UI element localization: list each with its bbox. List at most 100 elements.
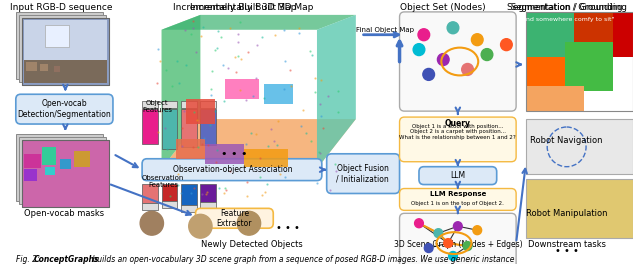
Bar xyxy=(200,202,216,209)
Text: Query: Query xyxy=(445,119,471,127)
Bar xyxy=(24,20,107,83)
Text: Object 1 is a stool with position...
Object 2 is a carpet with position...
What : Object 1 is a stool with position... Obj… xyxy=(399,124,516,140)
Polygon shape xyxy=(186,99,215,124)
Bar xyxy=(142,101,157,108)
Circle shape xyxy=(472,34,483,46)
Bar xyxy=(22,18,109,85)
Bar xyxy=(161,101,177,108)
Bar xyxy=(613,12,633,57)
Polygon shape xyxy=(225,79,259,99)
Bar xyxy=(24,154,41,168)
Text: ConceptGraphs: ConceptGraphs xyxy=(33,255,99,264)
Bar xyxy=(22,140,109,207)
FancyBboxPatch shape xyxy=(142,159,322,181)
Bar xyxy=(161,201,177,208)
Circle shape xyxy=(423,68,435,80)
Polygon shape xyxy=(244,149,288,167)
FancyBboxPatch shape xyxy=(399,189,516,210)
Circle shape xyxy=(461,64,474,75)
FancyBboxPatch shape xyxy=(419,167,497,185)
Bar xyxy=(54,66,61,72)
Bar xyxy=(60,159,71,169)
Bar xyxy=(45,25,69,47)
Text: Segmentation / Grounding: Segmentation / Grounding xyxy=(507,3,627,13)
Bar xyxy=(161,184,177,201)
Bar xyxy=(526,12,575,57)
Bar xyxy=(142,109,157,144)
Text: LLM Response: LLM Response xyxy=(429,192,486,197)
Bar xyxy=(74,151,90,167)
Bar xyxy=(19,137,106,204)
Bar xyxy=(181,109,196,147)
Text: Robot Navigation: Robot Navigation xyxy=(531,136,603,146)
Bar xyxy=(526,119,633,174)
Text: Object Set (Nodes): Object Set (Nodes) xyxy=(401,3,486,13)
Circle shape xyxy=(189,214,212,238)
Text: Incrementally Built 3D Map: Incrementally Built 3D Map xyxy=(173,3,296,13)
Bar xyxy=(181,205,196,212)
Circle shape xyxy=(473,226,482,235)
Text: Open-vocab
Detection/Segmentation: Open-vocab Detection/Segmentation xyxy=(17,99,111,119)
Polygon shape xyxy=(264,84,292,104)
Text: Observation-object Association: Observation-object Association xyxy=(173,165,292,174)
Text: LLM: LLM xyxy=(451,171,465,180)
Circle shape xyxy=(447,22,459,34)
Bar xyxy=(24,20,107,60)
Bar xyxy=(24,169,37,181)
Circle shape xyxy=(500,39,512,51)
Circle shape xyxy=(424,244,433,252)
Bar xyxy=(24,60,107,83)
Text: Feature
Extractor: Feature Extractor xyxy=(217,209,252,228)
Text: Object
Features: Object Features xyxy=(142,100,172,113)
Circle shape xyxy=(418,29,429,41)
Bar xyxy=(42,147,56,165)
Bar xyxy=(564,42,613,91)
Circle shape xyxy=(434,229,443,238)
Polygon shape xyxy=(161,119,356,169)
Polygon shape xyxy=(205,144,244,164)
Circle shape xyxy=(463,242,472,251)
Circle shape xyxy=(140,211,163,235)
Circle shape xyxy=(437,53,449,65)
Bar xyxy=(16,12,103,79)
Text: Object Fusion
/ Initialization: Object Fusion / Initialization xyxy=(336,164,389,183)
FancyBboxPatch shape xyxy=(16,94,113,124)
Text: Input RGB-D sequence: Input RGB-D sequence xyxy=(10,3,113,13)
Bar xyxy=(181,184,196,205)
FancyBboxPatch shape xyxy=(399,12,516,111)
Text: 3D Scene Graph (Nodes + Edges): 3D Scene Graph (Nodes + Edges) xyxy=(394,240,522,249)
Text: Final Object Map: Final Object Map xyxy=(356,27,414,33)
Circle shape xyxy=(413,44,425,56)
FancyBboxPatch shape xyxy=(326,154,399,193)
Bar xyxy=(181,101,196,108)
Circle shape xyxy=(237,211,260,235)
Text: "Find somewhere comfy to sit": "Find somewhere comfy to sit" xyxy=(518,17,615,22)
Circle shape xyxy=(415,219,423,228)
Text: • • •: • • • xyxy=(221,149,248,159)
Bar xyxy=(22,140,109,207)
Bar xyxy=(200,109,216,145)
Text: Fig. 2:: Fig. 2: xyxy=(16,255,42,264)
Circle shape xyxy=(444,239,452,248)
Bar xyxy=(161,109,177,149)
Bar xyxy=(19,15,106,82)
Bar xyxy=(526,86,584,111)
FancyBboxPatch shape xyxy=(399,117,516,162)
Bar xyxy=(526,178,633,238)
Bar xyxy=(26,61,37,72)
Text: Object 1 is on the top of Object 2.: Object 1 is on the top of Object 2. xyxy=(412,201,504,206)
Text: builds an open-vocabulary 3D scene graph from a sequence of posed RGB-D images. : builds an open-vocabulary 3D scene graph… xyxy=(90,255,514,264)
Polygon shape xyxy=(176,139,205,159)
Bar xyxy=(45,167,54,175)
Text: Observation
Features: Observation Features xyxy=(142,175,184,188)
Bar xyxy=(142,203,157,210)
Text: • • •: • • • xyxy=(555,246,579,256)
Bar xyxy=(16,134,103,201)
Text: Segmentation / Grounding: Segmentation / Grounding xyxy=(511,3,622,13)
FancyBboxPatch shape xyxy=(196,208,273,228)
Text: Downstream tasks: Downstream tasks xyxy=(527,240,605,249)
Text: • • •: • • • xyxy=(276,223,300,233)
Text: Incrementally Built 3D Map: Incrementally Built 3D Map xyxy=(190,3,314,13)
Bar xyxy=(575,12,623,42)
Bar xyxy=(526,12,633,111)
